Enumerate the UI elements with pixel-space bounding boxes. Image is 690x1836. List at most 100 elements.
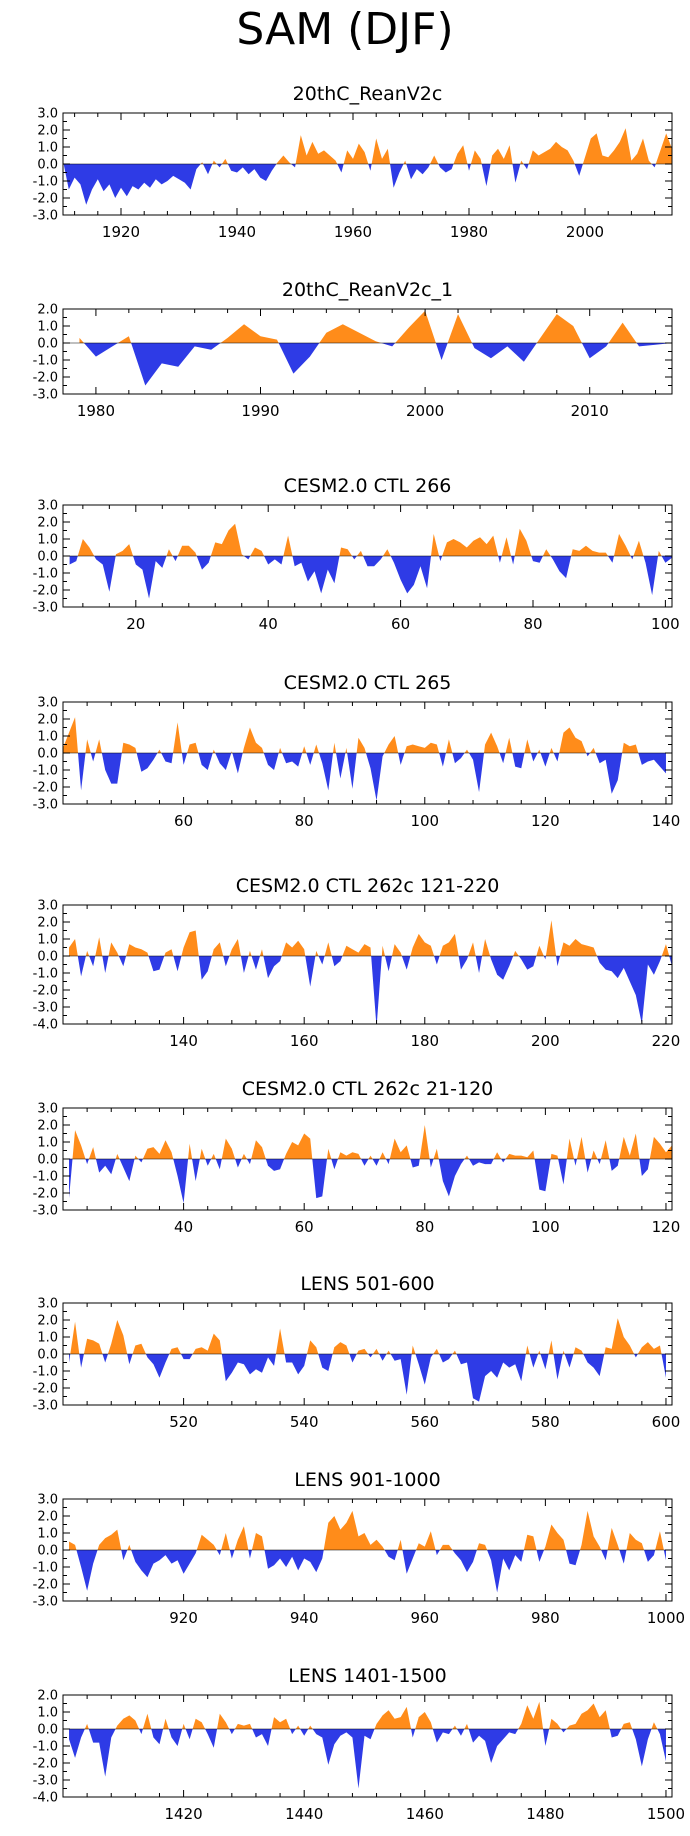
positive-area (234, 1526, 249, 1550)
negative-area (336, 753, 346, 779)
negative-area (181, 753, 188, 765)
positive-area (319, 324, 382, 343)
chart-title: 20thC_ReanV2c (293, 83, 443, 105)
negative-area (661, 1354, 666, 1378)
negative-area (439, 753, 446, 767)
negative-area (94, 556, 116, 592)
x-tick-label: 60 (174, 812, 193, 830)
negative-area (76, 1550, 98, 1591)
negative-area (95, 1159, 116, 1175)
negative-area (469, 753, 484, 793)
y-tick-label: -1.0 (33, 175, 58, 190)
negative-area (390, 164, 404, 188)
y-tick-label: 0.0 (37, 950, 58, 965)
chart-title: 20thC_ReanV2c_1 (282, 279, 453, 301)
positive-area (126, 944, 149, 956)
positive-area (470, 150, 482, 164)
x-tick-label: 160 (290, 1032, 319, 1050)
positive-area (308, 1725, 313, 1729)
negative-area (543, 956, 546, 960)
positive-area (545, 920, 557, 956)
negative-area (632, 1729, 652, 1767)
y-tick-label: 3.0 (37, 1297, 58, 1312)
y-tick-label: 3.0 (37, 107, 58, 122)
negative-area (429, 1159, 434, 1168)
positive-area (590, 747, 596, 753)
negative-area (639, 1159, 650, 1176)
negative-area (595, 753, 623, 794)
x-tick-label: 1940 (218, 223, 256, 241)
positive-area (85, 950, 90, 956)
negative-area (168, 1729, 183, 1746)
y-tick-label: 3.0 (37, 899, 58, 914)
negative-area (139, 1729, 143, 1735)
negative-area (312, 1159, 328, 1199)
y-tick-label: -1.0 (33, 1740, 58, 1755)
y-tick-label: 2.0 (37, 1510, 58, 1525)
y-tick-label: -3.0 (33, 1399, 58, 1414)
positive-area (115, 1153, 120, 1159)
negative-area (69, 1159, 73, 1199)
negative-area (318, 956, 325, 965)
negative-area (185, 1729, 193, 1740)
positive-area (177, 545, 197, 556)
negative-area (63, 164, 201, 205)
y-tick-label: 2.0 (37, 516, 58, 531)
positive-area (327, 1148, 332, 1159)
positive-area (658, 550, 662, 556)
negative-area (312, 1729, 375, 1789)
y-tick-label: -1.0 (33, 567, 58, 582)
positive-area (181, 930, 199, 956)
negative-area (581, 343, 609, 359)
negative-area (501, 1159, 506, 1163)
y-tick-label: -2.0 (33, 1578, 58, 1593)
negative-area (265, 1159, 285, 1171)
positive-area (548, 1340, 554, 1354)
negative-area (246, 1159, 252, 1165)
y-tick-label: -3.0 (33, 1595, 58, 1610)
positive-area (523, 1534, 537, 1550)
positive-area (549, 1718, 562, 1729)
x-tick-label: 220 (652, 1032, 681, 1050)
chart-title: LENS 1401-1500 (288, 1665, 446, 1687)
y-tick-label: -2.0 (33, 1187, 58, 1202)
positive-area (392, 944, 402, 956)
negative-area (235, 1159, 242, 1168)
negative-area (511, 556, 515, 565)
positive-area (77, 539, 95, 556)
negative-area (196, 556, 211, 570)
negative-area (435, 343, 448, 360)
negative-area (669, 956, 672, 967)
negative-area (264, 556, 284, 565)
negative-area (415, 1354, 434, 1385)
positive-area (613, 533, 631, 556)
data-areas (79, 310, 672, 386)
y-tick-label: 1.0 (37, 533, 58, 548)
positive-area (622, 742, 639, 753)
y-tick-label: -2.0 (33, 1382, 58, 1397)
x-tick-label: 1420 (165, 1805, 203, 1823)
negative-area (318, 1354, 333, 1371)
data-areas (63, 128, 672, 205)
negative-area (216, 164, 222, 168)
negative-area (77, 956, 86, 977)
positive-area (637, 1342, 662, 1354)
positive-area (284, 1133, 313, 1159)
positive-area (562, 1350, 565, 1354)
positive-area (416, 1531, 436, 1550)
negative-area (543, 1729, 550, 1746)
negative-area (89, 956, 96, 967)
positive-area (231, 751, 233, 753)
positive-area (166, 549, 173, 556)
positive-area (536, 314, 582, 343)
positive-area (234, 1723, 253, 1729)
negative-area (487, 1550, 524, 1593)
negative-area (381, 343, 396, 347)
y-tick-label: 1.0 (37, 141, 58, 156)
positive-area (356, 737, 366, 753)
negative-area (161, 753, 174, 764)
positive-area (115, 544, 134, 556)
positive-area (84, 1723, 89, 1729)
negative-area (609, 1159, 620, 1171)
negative-area (456, 1354, 526, 1402)
